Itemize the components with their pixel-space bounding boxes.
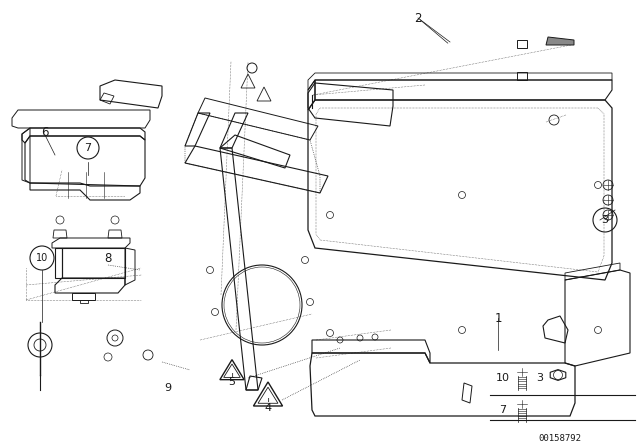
Text: !: ! — [230, 372, 234, 382]
Text: 7: 7 — [84, 143, 92, 153]
Text: 10: 10 — [36, 253, 48, 263]
Text: 10: 10 — [496, 373, 510, 383]
Text: 00158792: 00158792 — [538, 434, 582, 443]
Text: 1: 1 — [494, 311, 502, 324]
Text: 7: 7 — [499, 405, 507, 415]
Text: !: ! — [266, 397, 269, 406]
Text: 9: 9 — [164, 383, 172, 393]
Text: 6: 6 — [41, 125, 49, 138]
Text: 3: 3 — [602, 215, 609, 225]
Text: 8: 8 — [104, 251, 112, 264]
Text: 3: 3 — [536, 373, 543, 383]
Text: 4: 4 — [264, 403, 271, 413]
Text: 5: 5 — [228, 377, 236, 387]
Polygon shape — [546, 37, 574, 45]
Text: 2: 2 — [414, 12, 422, 25]
